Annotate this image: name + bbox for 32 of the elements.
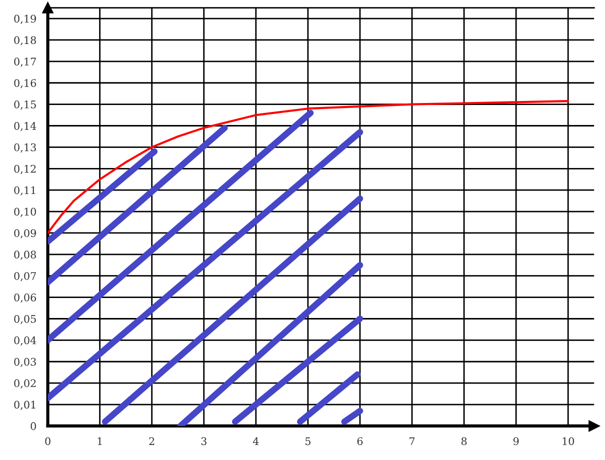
y-tick-label: 0,12 (14, 164, 36, 174)
y-tick-label: 0,02 (14, 379, 36, 388)
y-tick-label: 0,04 (14, 336, 36, 346)
y-tick-label: 0,06 (14, 294, 36, 303)
y-tick-label: 0,18 (14, 36, 36, 46)
y-tick-label: 0,08 (14, 250, 36, 260)
y-tick-label: 0,11 (14, 186, 36, 196)
x-tick-label: 4 (252, 437, 259, 445)
x-tick-label: 0 (45, 437, 50, 446)
y-tick-label: 0,05 (14, 314, 36, 324)
y-tick-label: 0,10 (14, 208, 36, 217)
x-tick-label: 9 (513, 437, 519, 446)
x-tick-label: 1 (98, 437, 102, 445)
y-tick-label: 0,07 (14, 272, 36, 282)
x-tick-label: 5 (306, 437, 310, 446)
x-tick-label: 6 (357, 437, 363, 446)
x-tick-label: 8 (461, 437, 467, 446)
y-tick-label: 0,15 (14, 100, 36, 110)
y-tick-label: 0,03 (14, 358, 36, 368)
y-tick-label: 0,13 (14, 143, 36, 153)
x-tick-label: 2 (149, 437, 154, 445)
y-tick-label: 0,16 (14, 79, 36, 88)
y-tick-label: 0,09 (14, 229, 36, 238)
y-tick-label: 0,17 (14, 58, 36, 67)
x-tick-label: 10 (562, 437, 574, 446)
line-series (48, 100, 570, 234)
x-tick-label: 3 (201, 437, 206, 446)
y-tick-label: 0,14 (14, 122, 36, 132)
y-tick-label: 0,19 (14, 14, 36, 24)
x-tick-label: 7 (410, 437, 415, 445)
y-tick-label: 0 (30, 422, 36, 430)
y-tick-label: 0,01 (14, 400, 36, 410)
